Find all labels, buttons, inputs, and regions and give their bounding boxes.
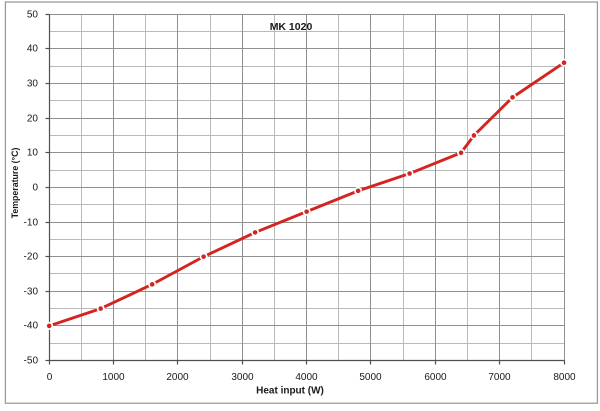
svg-text:50: 50 <box>27 9 39 20</box>
svg-text:-30: -30 <box>24 286 39 297</box>
svg-text:MK 1020: MK 1020 <box>270 21 313 33</box>
svg-text:-40: -40 <box>24 320 39 331</box>
svg-text:0: 0 <box>47 372 53 383</box>
svg-text:2000: 2000 <box>166 372 189 383</box>
svg-text:0: 0 <box>32 182 38 193</box>
svg-text:-50: -50 <box>24 355 39 366</box>
svg-text:10: 10 <box>27 147 39 158</box>
svg-text:5000: 5000 <box>359 372 382 383</box>
svg-text:6000: 6000 <box>424 372 447 383</box>
svg-text:Heat input (W): Heat input (W) <box>256 386 324 397</box>
svg-text:1000: 1000 <box>102 372 125 383</box>
svg-text:Temperature (°C): Temperature (°C) <box>10 148 20 219</box>
svg-text:30: 30 <box>27 78 39 89</box>
svg-text:8000: 8000 <box>553 372 576 383</box>
svg-text:4000: 4000 <box>295 372 318 383</box>
svg-text:20: 20 <box>27 113 39 124</box>
svg-text:40: 40 <box>27 43 39 54</box>
svg-text:3000: 3000 <box>231 372 254 383</box>
svg-text:7000: 7000 <box>488 372 511 383</box>
svg-text:-20: -20 <box>24 251 39 262</box>
svg-text:-10: -10 <box>24 217 39 228</box>
